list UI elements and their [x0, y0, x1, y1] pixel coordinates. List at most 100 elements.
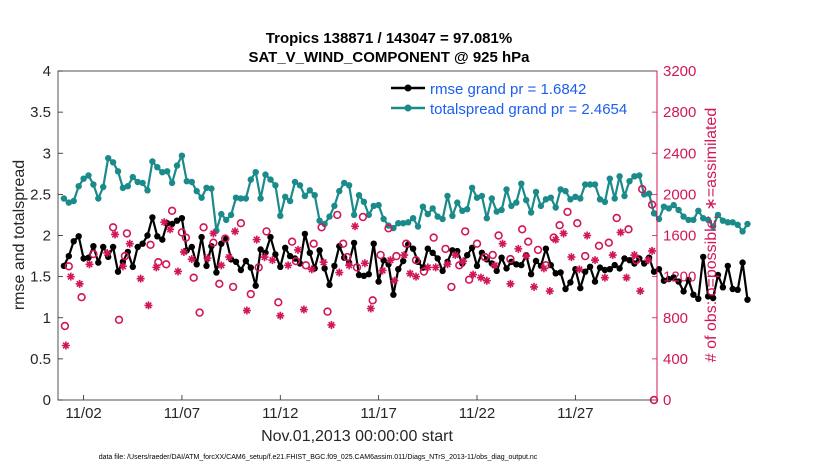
obs-assimilated-point: [600, 273, 609, 282]
obs-assimilated-point: [299, 305, 308, 314]
spread-point: [665, 205, 672, 212]
rmse-point: [704, 293, 712, 300]
obs-possible-point: [274, 298, 283, 307]
spread-point: [414, 223, 422, 230]
obs-assimilated-point: [327, 320, 336, 329]
x-tick-label: 11/12: [262, 405, 298, 422]
y-tick-label-right: 2000: [663, 186, 696, 203]
chart-title: Tropics 138871 / 143047 = 97.081%: [266, 30, 512, 47]
obs-assimilated-point: [335, 268, 344, 277]
spread-series: [60, 152, 751, 235]
rmse-point: [247, 264, 254, 271]
obs-assimilated-point: [545, 287, 554, 296]
obs-possible-point: [523, 237, 533, 246]
obs-possible-point: [429, 233, 438, 242]
rmse-point: [149, 214, 156, 221]
spread-point: [695, 207, 702, 214]
obs-assimilated-point: [242, 306, 251, 315]
obs-possible-point: [301, 261, 311, 270]
obs-possible-point: [358, 212, 368, 222]
obs-possible-point: [287, 237, 297, 246]
rmse-point: [513, 261, 520, 268]
rmse-point: [714, 271, 722, 279]
spread-point: [400, 220, 407, 227]
rmse-point: [331, 262, 338, 270]
spread-point: [154, 164, 161, 171]
spread-point: [291, 178, 299, 186]
obs-assimilated-point: [400, 251, 409, 260]
rmse-point: [173, 217, 181, 224]
obs-possible-point: [612, 213, 621, 223]
spread-point: [395, 220, 402, 227]
spread-point: [719, 217, 727, 224]
obs-assimilated-point: [431, 263, 440, 272]
spread-point: [375, 201, 382, 209]
rmse-point: [542, 245, 550, 252]
spread-point: [286, 197, 294, 205]
spread-point: [572, 193, 579, 200]
rmse-point: [159, 236, 166, 243]
spread-point: [582, 181, 589, 188]
obs-possible-point: [209, 238, 218, 247]
obs-possible-point: [604, 238, 613, 247]
rmse-point: [65, 252, 73, 260]
rmse-point: [685, 276, 692, 284]
spread-point: [744, 220, 751, 228]
obs-assimilated-point: [351, 222, 360, 231]
spread-point: [144, 187, 151, 194]
rmse-point: [232, 258, 240, 265]
rmse-point: [70, 238, 77, 245]
y-tick-label-right: 1200: [663, 269, 696, 286]
spread-point: [704, 216, 712, 224]
rmse-point: [306, 249, 313, 256]
obs-assimilated-point: [406, 269, 415, 278]
spread-point: [601, 198, 609, 205]
y-tick-label-right: 2800: [663, 104, 696, 121]
obs-assimilated-point: [268, 256, 277, 265]
obs-possible-point: [195, 308, 204, 317]
obs-possible-point: [291, 257, 301, 266]
obs-assimilated-point: [187, 255, 196, 264]
spread-point: [483, 215, 490, 222]
rmse-point: [473, 262, 481, 270]
obs-possible-point: [262, 227, 271, 236]
rmse-point: [616, 265, 623, 272]
legend: rmse grand pr = 1.6842 totalspread grand…: [380, 74, 627, 118]
rmse-point: [390, 291, 397, 298]
obs-assimilated-point: [451, 251, 460, 260]
chart-subtitle: SAT_V_WIND_COMPONENT @ 925 hPa: [248, 49, 530, 66]
spread-point: [183, 178, 190, 185]
spread-point: [488, 195, 495, 202]
rmse-point: [114, 268, 122, 275]
rmse-point: [439, 267, 446, 275]
rmse-point: [252, 282, 259, 289]
obs-assimilated-point: [490, 261, 499, 270]
spread-point: [100, 183, 107, 191]
obs-assimilated-point: [648, 246, 657, 255]
spread-point: [311, 192, 318, 199]
spread-point: [567, 196, 574, 203]
rmse-point: [577, 284, 584, 292]
obs-assimilated-point: [166, 225, 175, 234]
obs-assimilated-point: [173, 267, 182, 276]
spread-point: [139, 179, 146, 187]
spread-point: [296, 182, 304, 189]
obs-possible-point: [488, 250, 497, 260]
obs-assimilated-point: [412, 272, 421, 281]
obs-possible-point: [122, 229, 132, 238]
obs-possible-point: [215, 279, 224, 288]
obs-assimilated-point: [476, 273, 485, 282]
obs-assimilated-point: [118, 262, 127, 271]
rmse-point: [154, 233, 161, 240]
spread-point: [365, 211, 372, 219]
rmse-point: [237, 266, 245, 274]
spread-point: [124, 183, 131, 190]
obs-possible-point: [114, 315, 124, 324]
obs-assimilated-point: [498, 239, 507, 248]
spread-point: [75, 183, 82, 190]
spread-point: [739, 228, 746, 235]
rmse-point: [75, 233, 82, 240]
spread-point: [537, 202, 545, 210]
spread-point: [424, 210, 431, 218]
x-tick-label: 11/17: [360, 405, 396, 422]
